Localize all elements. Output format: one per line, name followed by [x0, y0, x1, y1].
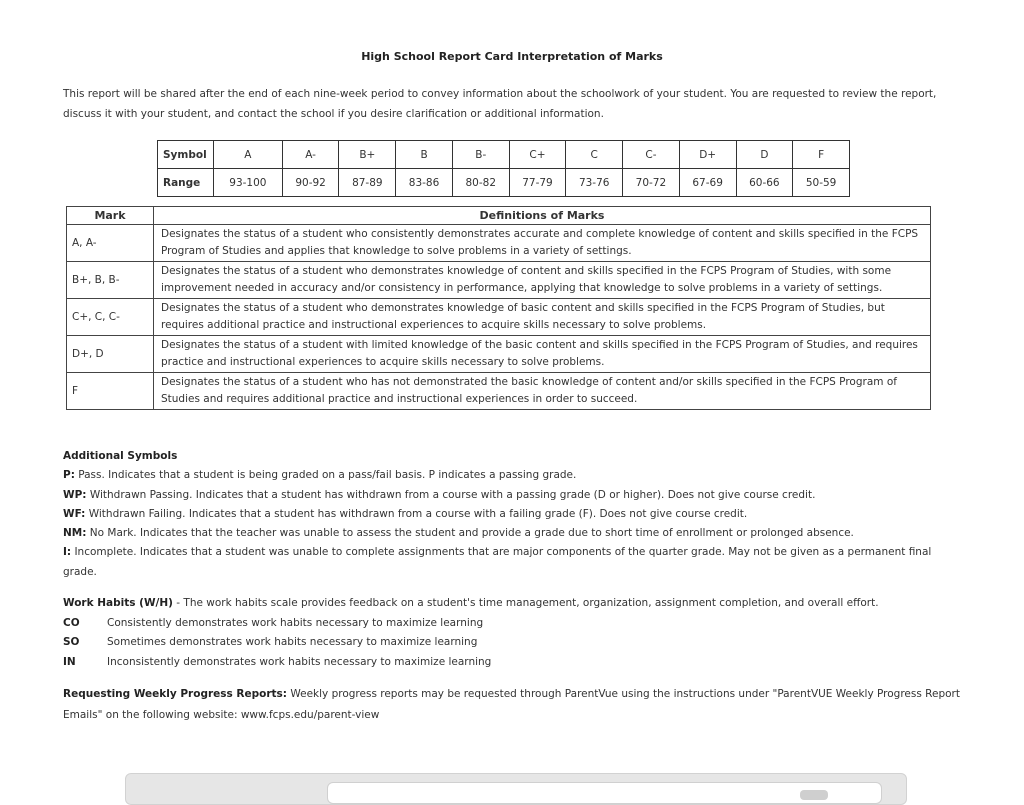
grade-range: 67-69: [678, 168, 737, 197]
toolbar-input[interactable]: [327, 782, 882, 804]
grade-symbol: B-: [451, 140, 510, 169]
grade-range: 50-59: [792, 168, 850, 197]
work-habit-text: Consistently demonstrates work habits ne…: [107, 616, 484, 629]
work-habit-item: CO Consistently demonstrates work habits …: [63, 614, 963, 634]
grade-range-table: Symbol A A- B+ B B- C+ C C- D+ D F Range 93-100 90-92…: [157, 140, 850, 197]
symbol-label: Symbol: [157, 140, 214, 169]
range-row: Range 93-100 90-92 87-89 83-86 80-82 77-79 73-7…: [157, 168, 850, 197]
work-habit-item: IN Inconsistently demonstrates work habit…: [63, 653, 963, 673]
grade-range: 80-82: [451, 168, 510, 197]
range-label: Range: [157, 168, 214, 197]
grade-range: 77-79: [508, 168, 567, 197]
work-habit-code: CO: [63, 616, 80, 629]
additional-symbols: Additional Symbols P: Pass. Indicates th…: [63, 447, 963, 582]
symbol-text: Incomplete. Indicates that a student was…: [63, 546, 932, 578]
grade-range: 70-72: [622, 168, 680, 197]
definition-cell: Designates the status of a student with …: [153, 335, 931, 373]
definition-cell: Designates the status of a student who d…: [153, 261, 931, 299]
symbol-code: WP:: [63, 488, 87, 501]
requesting-reports: Requesting Weekly Progress Reports: Week…: [63, 684, 963, 726]
symbol-code: I:: [63, 546, 72, 559]
symbol-text: Pass. Indicates that a student is being …: [74, 469, 577, 482]
grade-range: 73-76: [565, 168, 624, 197]
marks-definitions-table: Mark Definitions of Marks A, A- Designate…: [66, 206, 931, 410]
work-habit-text: Inconsistently demonstrates work habits …: [107, 655, 492, 668]
mark-cell: D+, D: [66, 335, 154, 373]
grade-range: 60-66: [735, 168, 794, 197]
symbol-code: NM:: [63, 527, 87, 540]
grade-range: 83-86: [395, 168, 453, 197]
symbol-code: WF:: [63, 507, 86, 520]
grade-symbol: A-: [281, 140, 340, 169]
table-row: A, A- Designates the status of a student …: [66, 224, 931, 262]
definition-cell: Designates the status of a student who h…: [153, 372, 931, 410]
table-row: C+, C, C- Designates the status of a stud…: [66, 298, 931, 336]
mark-cell: A, A-: [66, 224, 154, 262]
grade-range: 87-89: [338, 168, 397, 197]
additional-heading: Additional Symbols: [63, 450, 178, 462]
symbol-item: P: Pass. Indicates that a student is bei…: [63, 466, 963, 485]
symbol-text: No Mark. Indicates that the teacher was …: [86, 527, 854, 540]
mark-header: Mark: [66, 206, 154, 225]
grade-symbol: C-: [622, 140, 680, 169]
work-habit-code: IN: [63, 655, 76, 668]
work-habit-item: SO Sometimes demonstrates work habits nec…: [63, 633, 963, 653]
symbol-code: P:: [63, 469, 75, 482]
intro-paragraph: This report will be shared after the end…: [63, 88, 937, 120]
work-habits-intro: - The work habits scale provides feedbac…: [172, 597, 879, 609]
symbol-item: I: Incomplete. Indicates that a student …: [63, 543, 963, 582]
grade-symbol: F: [792, 140, 850, 169]
grade-symbol: A: [213, 140, 283, 169]
symbol-text: Withdrawn Failing. Indicates that a stud…: [85, 507, 748, 520]
grade-symbol: C+: [508, 140, 567, 169]
work-habits-heading: Work Habits (W/H): [63, 597, 173, 609]
definition-cell: Designates the status of a student who d…: [153, 298, 931, 336]
definition-cell: Designates the status of a student who c…: [153, 224, 931, 262]
grade-symbol: C: [565, 140, 624, 169]
page-title: High School Report Card Interpretation o…: [361, 50, 663, 63]
definitions-header: Definitions of Marks: [153, 206, 931, 225]
table-row: F Designates the status of a student who …: [66, 372, 931, 410]
toolbar-button[interactable]: [800, 790, 828, 800]
work-habits: Work Habits (W/H) - The work habits scal…: [63, 594, 963, 672]
requesting-text: Weekly progress reports may be requested…: [63, 688, 960, 721]
grade-range: 90-92: [281, 168, 340, 197]
mark-cell: F: [66, 372, 154, 410]
grade-range: 93-100: [213, 168, 283, 197]
work-habit-text: Sometimes demonstrates work habits neces…: [107, 636, 478, 648]
grade-symbol: D+: [678, 140, 737, 169]
table-row: D+, D Designates the status of a student …: [66, 335, 931, 373]
mark-cell: C+, C, C-: [66, 298, 154, 336]
mark-cell: B+, B, B-: [66, 261, 154, 299]
grade-symbol: B+: [338, 140, 397, 169]
table-row: B+, B, B- Designates the status of a stud…: [66, 261, 931, 299]
grade-symbol: D: [735, 140, 794, 169]
symbol-item: NM: No Mark. Indicates that the teacher …: [63, 524, 963, 543]
symbol-item: WF: Withdrawn Failing. Indicates that a …: [63, 505, 963, 524]
table-header: Mark Definitions of Marks: [66, 206, 931, 225]
symbol-item: WP: Withdrawn Passing. Indicates that a …: [63, 486, 963, 505]
symbol-text: Withdrawn Passing. Indicates that a stud…: [86, 488, 816, 501]
symbol-row: Symbol A A- B+ B B- C+ C C- D+ D F: [157, 140, 850, 169]
grade-symbol: B: [395, 140, 453, 169]
work-habit-code: SO: [63, 636, 80, 648]
requesting-heading: Requesting Weekly Progress Reports:: [63, 688, 288, 700]
